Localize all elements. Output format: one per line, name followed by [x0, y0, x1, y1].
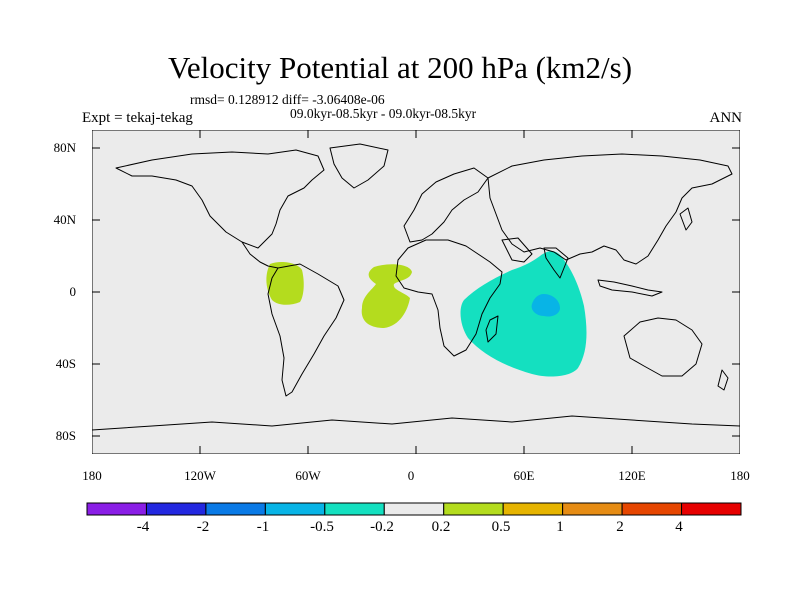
coast-asia — [487, 153, 733, 265]
period-line: 09.0kyr-08.5kyr - 09.0kyr-08.5kyr — [290, 106, 477, 121]
negative-anomaly-indian-ocean — [460, 251, 587, 377]
lat-label-40s: 40S — [55, 356, 76, 371]
colorbar-label: 4 — [675, 519, 683, 535]
colorbar-box — [502, 502, 564, 516]
lon-label-120e: 120E — [618, 468, 646, 483]
coast-australia — [623, 317, 703, 377]
colorbar-box — [621, 502, 683, 516]
coast-indonesia — [597, 279, 663, 297]
colorbar-box — [562, 502, 623, 516]
plot-title: Velocity Potential at 200 hPa (km2/s) — [167, 50, 633, 85]
colorbar-box — [443, 502, 504, 516]
lat-label-80s: 80S — [55, 428, 76, 443]
coast-greenland — [329, 143, 389, 189]
colorbar-box — [324, 502, 385, 516]
axis-ticks — [92, 130, 740, 454]
lat-label-40n: 40N — [53, 212, 76, 227]
colorbar-label: -4 — [136, 519, 150, 535]
coast-new-zealand — [717, 369, 729, 391]
coast-south-america — [267, 263, 345, 397]
coastlines — [92, 143, 740, 431]
season-label: ANN — [709, 110, 743, 126]
colorbar-label: -1 — [256, 519, 270, 535]
coast-north-america — [115, 149, 325, 249]
coast-antarctica — [92, 415, 740, 431]
map-background — [92, 130, 740, 454]
colorbar-label: 1 — [556, 519, 564, 535]
colorbar-label: 2 — [616, 519, 624, 535]
strong-negative-center — [531, 294, 560, 317]
lon-label-180e: 180 — [730, 468, 750, 483]
colorbar-box — [205, 502, 266, 516]
lon-label-60e: 60E — [513, 468, 535, 483]
colorbar-label: 0.5 — [491, 519, 511, 535]
colorbar-box — [145, 502, 207, 516]
coast-central-america — [241, 241, 279, 269]
colorbar-box — [264, 502, 326, 516]
lon-label-60w: 60W — [295, 468, 321, 483]
positive-anomaly-tropical-atlantic — [361, 264, 412, 328]
lat-label-0: 0 — [69, 284, 77, 299]
colorbar-box — [86, 502, 147, 516]
colorbar-box — [383, 502, 445, 516]
experiment-label: Expt = tekaj-tekag — [82, 110, 193, 126]
lat-label-80n: 80N — [53, 140, 76, 155]
coast-arabia — [501, 237, 533, 263]
colorbar-label: 0.2 — [431, 519, 451, 535]
lon-label-180w: 180 — [82, 468, 102, 483]
color-bar — [86, 502, 742, 516]
colorbar-label: -2 — [196, 519, 210, 535]
colorbar-label: -0.5 — [310, 519, 334, 535]
colorbar-label: -0.2 — [370, 519, 394, 535]
colorbar-box — [681, 502, 742, 516]
coast-japan — [679, 207, 693, 231]
positive-anomaly-south-america — [266, 262, 304, 305]
coast-madagascar — [485, 315, 499, 343]
lon-label-120w: 120W — [184, 468, 216, 483]
stats-line: rmsd= 0.128912 diff= -3.06408e-06 — [190, 92, 385, 107]
coast-africa — [395, 239, 503, 357]
coast-india — [543, 247, 569, 279]
lon-label-0: 0 — [407, 468, 415, 483]
world-map — [92, 130, 740, 454]
